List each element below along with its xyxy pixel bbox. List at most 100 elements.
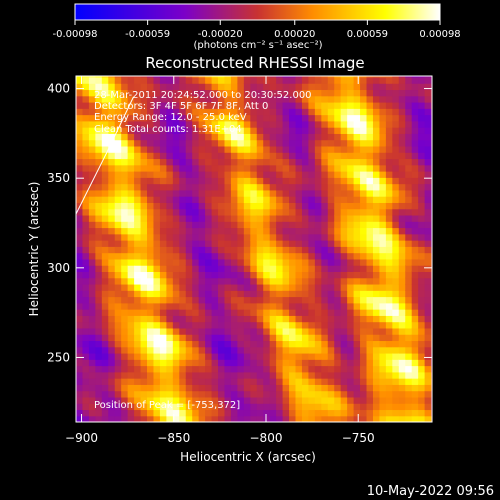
heatmap-cell: [411, 246, 419, 254]
heatmap-cell: [353, 227, 361, 235]
heatmap-cell: [276, 277, 284, 285]
heatmap-cell: [101, 183, 109, 191]
heatmap-cell: [76, 309, 84, 316]
heatmap-cell: [205, 83, 213, 91]
heatmap-cell: [153, 384, 161, 392]
heatmap-cell: [353, 396, 361, 404]
heatmap-cell: [101, 233, 109, 241]
heatmap-cell: [327, 246, 335, 254]
heatmap-cell: [134, 296, 142, 304]
heatmap-cell: [418, 415, 426, 422]
heatmap-cell: [385, 164, 393, 172]
heatmap-cell: [372, 290, 381, 298]
heatmap-cell: [243, 171, 251, 178]
heatmap-cell: [276, 76, 284, 84]
heatmap-cell: [289, 76, 297, 78]
heatmap-cell: [205, 359, 213, 367]
heatmap-cell: [108, 352, 116, 360]
heatmap-cell: [301, 114, 310, 122]
heatmap-cell: [334, 296, 342, 304]
heatmap-cell: [424, 359, 432, 367]
heatmap-cell: [282, 221, 290, 229]
heatmap-cell: [301, 384, 310, 392]
heatmap-cell: [301, 139, 310, 147]
heatmap-cell: [224, 283, 232, 291]
info-energy-range: Energy Range: 12.0 - 25.0 keV: [94, 112, 247, 123]
heatmap-cell: [398, 120, 406, 128]
heatmap-cell: [205, 340, 213, 348]
heatmap-cell: [172, 302, 180, 310]
heatmap-cell: [360, 415, 368, 422]
heatmap-cell: [76, 108, 84, 116]
heatmap-cell: [398, 189, 406, 197]
heatmap-cell: [347, 214, 355, 222]
heatmap-cell: [224, 327, 232, 335]
heatmap-cell: [127, 95, 135, 103]
heatmap-cell: [88, 296, 96, 304]
heatmap-cell: [418, 164, 426, 172]
heatmap-cell: [185, 158, 193, 166]
heatmap-cell: [230, 327, 238, 335]
heatmap-cell: [237, 252, 245, 260]
heatmap-cell: [347, 334, 355, 342]
heatmap-cell: [95, 76, 103, 78]
heatmap-cell: [114, 396, 122, 404]
heatmap-cell: [82, 258, 90, 266]
heatmap-cell: [379, 290, 387, 298]
heatmap-cell: [243, 327, 251, 335]
heatmap-cell: [166, 365, 174, 373]
heatmap-cell: [411, 95, 419, 103]
heatmap-cell: [334, 246, 342, 254]
heatmap-cell: [353, 139, 361, 147]
heatmap-cell: [334, 271, 342, 279]
heatmap-cell: [198, 83, 206, 91]
heatmap-cell: [282, 189, 290, 197]
heatmap-cell: [108, 384, 116, 392]
heatmap-cell: [192, 378, 200, 385]
heatmap-cell: [179, 114, 187, 122]
heatmap-cell: [243, 334, 251, 342]
heatmap-cell: [392, 208, 400, 216]
heatmap-cell: [108, 283, 116, 291]
heatmap-cell: [243, 283, 251, 291]
heatmap-cell: [88, 139, 96, 147]
heatmap-cell: [282, 152, 290, 160]
heatmap-cell: [127, 321, 135, 329]
heatmap-cell: [256, 202, 264, 210]
heatmap-cell: [179, 196, 187, 203]
heatmap-cell: [114, 258, 122, 266]
heatmap-cell: [82, 334, 90, 342]
heatmap-cell: [108, 164, 116, 172]
heatmap-cell: [82, 133, 90, 141]
heatmap-cell: [366, 321, 374, 329]
heatmap-cell: [95, 321, 103, 329]
heatmap-cell: [418, 403, 426, 411]
heatmap-cell: [263, 346, 271, 354]
heatmap-cell: [405, 327, 413, 335]
heatmap-cell: [263, 315, 271, 323]
heatmap-cell: [353, 214, 361, 222]
heatmap-cell: [405, 296, 413, 304]
heatmap-cell: [95, 246, 103, 254]
heatmap-cell: [295, 258, 303, 266]
heatmap-cell: [398, 214, 406, 222]
heatmap-cell: [134, 359, 142, 367]
heatmap-cell: [147, 415, 155, 422]
heatmap-cell: [224, 108, 232, 116]
heatmap-cell: [114, 221, 122, 229]
heatmap-cell: [353, 233, 361, 241]
heatmap-cell: [424, 290, 432, 298]
heatmap-cell: [282, 415, 290, 422]
heatmap-cell: [424, 378, 432, 385]
heatmap-cell: [224, 378, 232, 385]
heatmap-cell: [327, 158, 335, 166]
heatmap-cell: [82, 164, 90, 172]
colorbar: -0.00098 -0.00059 -0.00020 0.00020 0.00059 0.…: [53, 3, 461, 51]
heatmap-cell: [198, 196, 206, 203]
heatmap-cell: [327, 152, 335, 160]
heatmap-cell: [295, 290, 303, 298]
heatmap-cell: [166, 76, 174, 78]
heatmap-cell: [392, 214, 400, 222]
heatmap-cell: [314, 315, 322, 323]
heatmap-cell: [289, 114, 297, 122]
